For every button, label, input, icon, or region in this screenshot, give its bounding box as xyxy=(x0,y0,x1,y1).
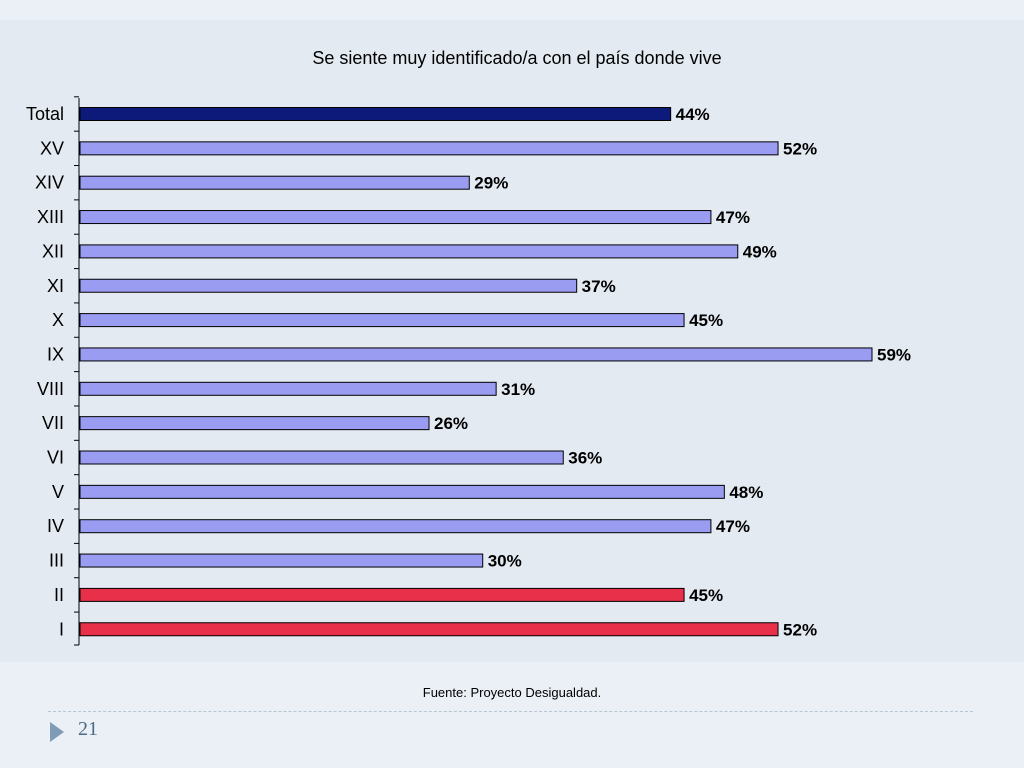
value-label: 44% xyxy=(676,105,710,124)
value-label: 49% xyxy=(743,242,777,261)
bar-chart: Se siente muy identificado/a con el país… xyxy=(26,48,911,646)
triangle-bullet-icon xyxy=(50,722,64,742)
category-label: III xyxy=(49,551,64,571)
bar-x xyxy=(79,313,685,328)
category-label: IX xyxy=(47,344,64,364)
page-number: 21 xyxy=(78,718,98,740)
category-label: II xyxy=(54,585,64,605)
chart-title: Se siente muy identificado/a con el país… xyxy=(312,48,721,68)
bar-xv xyxy=(79,141,779,156)
bar-xiv xyxy=(79,175,470,190)
category-label: XIII xyxy=(37,207,64,227)
value-label: 52% xyxy=(783,620,817,639)
bar-vii xyxy=(79,416,430,431)
category-label: VII xyxy=(42,413,64,433)
category-label: X xyxy=(52,310,64,330)
source-note: Fuente: Proyecto Desigualdad. xyxy=(422,685,602,700)
category-label: XIV xyxy=(35,173,64,193)
category-label: XII xyxy=(42,241,64,261)
category-label: Total xyxy=(26,104,64,124)
value-label: 48% xyxy=(729,483,763,502)
bar-vi xyxy=(79,450,564,465)
value-label: 59% xyxy=(877,345,911,364)
bar-xi xyxy=(79,278,578,293)
bar-i xyxy=(79,622,779,637)
footer-divider xyxy=(48,711,973,712)
bar-iii xyxy=(79,553,484,568)
bar-xiii xyxy=(79,210,712,225)
bar-ii xyxy=(79,587,685,602)
value-label: 47% xyxy=(716,517,750,536)
category-label: I xyxy=(59,619,64,639)
category-label: VI xyxy=(47,448,64,468)
value-label: 36% xyxy=(568,449,602,468)
value-label: 30% xyxy=(488,552,522,571)
value-label: 29% xyxy=(474,174,508,193)
value-label: 26% xyxy=(434,414,468,433)
bar-iv xyxy=(79,519,712,534)
chart-panel: Se siente muy identificado/a con el país… xyxy=(0,20,1024,662)
bar-xii xyxy=(79,244,739,259)
category-label: V xyxy=(52,482,64,502)
value-label: 31% xyxy=(501,380,535,399)
value-label: 37% xyxy=(582,277,616,296)
value-label: 47% xyxy=(716,208,750,227)
bar-v xyxy=(79,484,725,499)
bar-ix xyxy=(79,347,873,362)
value-label: 52% xyxy=(783,139,817,158)
category-label: XI xyxy=(47,276,64,296)
bar-total xyxy=(79,107,672,121)
category-label: IV xyxy=(47,516,64,536)
value-label: 45% xyxy=(689,586,723,605)
value-label: 45% xyxy=(689,311,723,330)
bar-viii xyxy=(79,381,497,396)
category-label: VIII xyxy=(37,379,64,399)
category-label: XV xyxy=(40,138,64,158)
